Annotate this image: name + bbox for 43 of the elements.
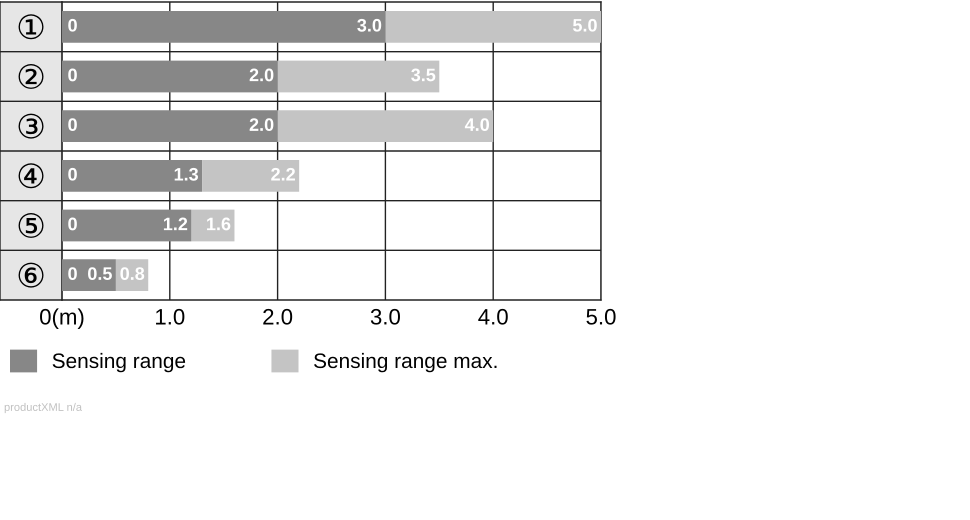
annotation: 0 — [68, 118, 77, 132]
total-label: 0.8 — [120, 267, 144, 280]
y-tick-label: ③ — [18, 114, 44, 139]
y-tick-label: ⑥ — [18, 262, 44, 288]
total-label: 2.2 — [271, 168, 295, 180]
legend-label: Sensing range max. — [314, 352, 496, 372]
annotation: 0 — [68, 267, 77, 280]
y-tick-label: ④ — [18, 163, 44, 188]
data-label: 2.0 — [250, 68, 274, 82]
bar — [62, 10, 386, 43]
bar — [191, 210, 234, 242]
annotation: 0 — [68, 218, 77, 230]
total-label: 1.6 — [207, 218, 230, 230]
bar — [202, 160, 300, 192]
x-tick-label: 3.0 — [370, 308, 400, 325]
x-tick-label: 4.0 — [478, 308, 508, 325]
annotation: 0 — [68, 68, 77, 82]
data-label: 0.5 — [88, 267, 112, 280]
bar — [278, 60, 440, 92]
text: productXML n/a — [4, 402, 82, 414]
annotation: 0 — [68, 168, 77, 181]
total-label: 3.5 — [411, 68, 436, 82]
data-label: 2.0 — [250, 118, 274, 132]
data-label: 3.0 — [357, 18, 382, 32]
data-label: 1.3 — [174, 168, 198, 181]
bar — [62, 110, 278, 142]
bar — [62, 210, 192, 242]
data-label: 1.2 — [164, 218, 188, 230]
x-tick-label: 2.0 — [263, 308, 292, 325]
x-tick-label: 0(m) — [40, 308, 84, 330]
y-tick-label: ① — [18, 14, 44, 40]
total-label: 5.0 — [572, 18, 597, 32]
x-tick-label: 1.0 — [156, 308, 184, 325]
legend-label: Sensing range — [52, 352, 186, 372]
annotation: 0 — [68, 18, 77, 32]
bar — [278, 110, 494, 142]
bar — [62, 60, 278, 92]
y-tick-label: ② — [18, 64, 44, 89]
y-tick-label: ⑤ — [18, 212, 44, 238]
bar — [62, 160, 202, 192]
total-label: 4.0 — [464, 118, 489, 132]
bar — [385, 10, 601, 43]
x-tick-label: 5.0 — [586, 308, 616, 325]
